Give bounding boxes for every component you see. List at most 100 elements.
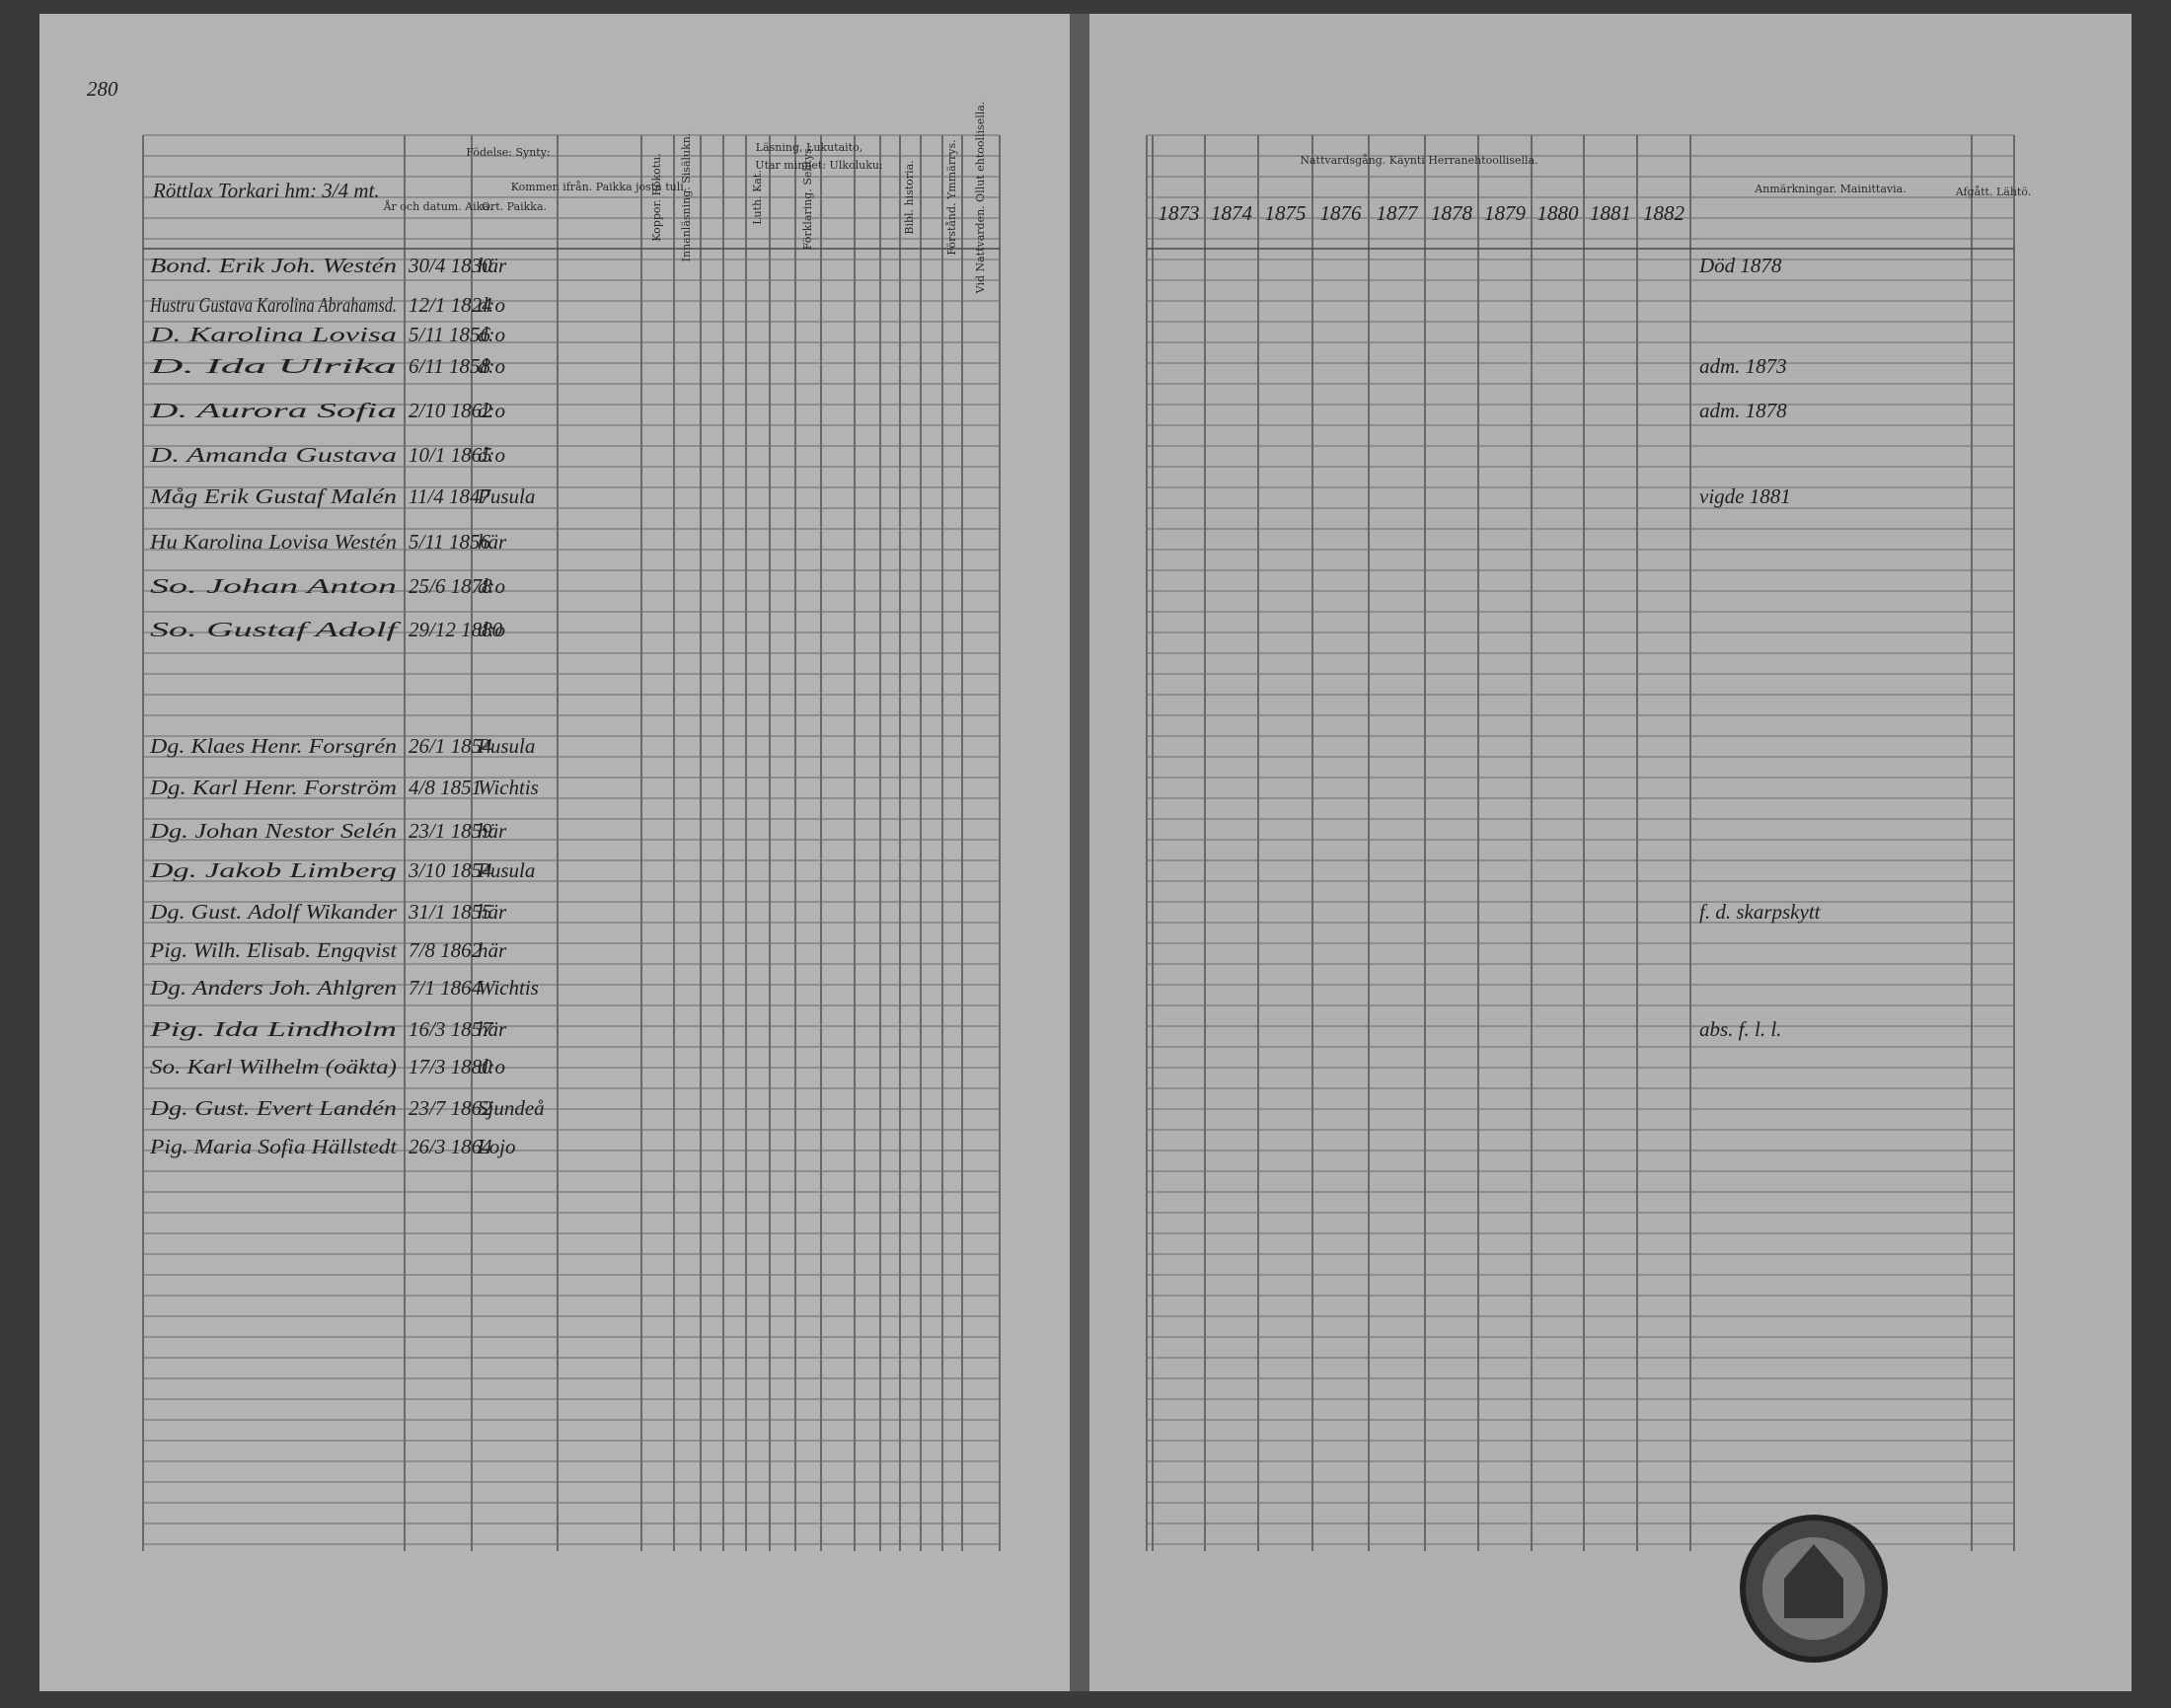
year-header: 1875 <box>1265 201 1307 225</box>
birth-place: här <box>478 530 507 554</box>
column-header: Kommen ifrån. Paikka josta tuli. <box>511 181 688 193</box>
village-name: Röttlax Torkari hm: 3/4 mt. <box>152 179 380 202</box>
birth-place: här <box>478 254 507 277</box>
birth-place: Pusula <box>477 858 535 882</box>
birth-date: 7/8 1862 <box>409 938 483 962</box>
person-name: So. Karl Wilhelm (oäkta) <box>150 1055 397 1078</box>
column-header: Utar minnet: Ulkoluku: <box>755 159 882 172</box>
person-name: Hu Karolina Lovisa Westén <box>149 530 397 554</box>
year-header: 1880 <box>1537 201 1580 225</box>
birth-place: här <box>478 1017 507 1041</box>
content: 280 Röttlax Torkari hm: 3/4 mt. Födelse: S… <box>87 77 2031 1158</box>
year-header: 1878 <box>1431 201 1473 225</box>
birth-date: 7/1 1864 <box>409 976 483 1000</box>
column-header: Innanläsning. Sisälukn. <box>680 133 693 262</box>
column-header: Ort. Paikka. <box>482 200 547 213</box>
column-header: Förklaring. Selitys. <box>801 145 814 250</box>
column-header: År och datum. Aika. <box>383 199 493 213</box>
person-name: Pig. Ida Lindholm <box>148 1017 397 1041</box>
person-name: D. Aurora Sofia <box>148 399 397 422</box>
person-name: Dg. Gust. Adolf Wikander <box>149 900 398 924</box>
birth-place: d:o <box>478 399 505 422</box>
birth-date: 5/11 1856 <box>409 323 491 346</box>
birth-date: 23/1 1859 <box>409 819 492 843</box>
birth-date: 29/12 1880 <box>409 618 503 641</box>
year-header: 1873 <box>1159 201 1200 225</box>
birth-date: 10/1 1865 <box>409 443 492 467</box>
birth-date: 2/10 1862 <box>409 399 492 422</box>
birth-date: 16/3 1857 <box>409 1017 493 1041</box>
column-header: Förstånd. Ymmärrys. <box>945 139 958 255</box>
birth-place: d:o <box>478 293 505 317</box>
year-header: 1874 <box>1211 201 1253 225</box>
person-name: Dg. Karl Henr. Forström <box>149 776 397 799</box>
person-name: Pig. Maria Sofia Hällstedt <box>149 1135 398 1158</box>
remark: vigde 1881 <box>1699 484 1791 508</box>
birth-date: 26/1 1854 <box>409 734 492 758</box>
birth-place: Wichtis <box>478 776 539 799</box>
left-page <box>39 14 1074 1691</box>
column-header: Anmärkningar. Mainittavia. <box>1754 183 1906 195</box>
birth-place: Sjundeå <box>478 1096 545 1120</box>
ruling <box>142 134 2015 1551</box>
column-header: Vid Nattvarden. Ollut ehtoollisella. <box>974 102 987 295</box>
birth-date: 4/8 1851 <box>409 776 482 799</box>
birth-date: 11/4 1847 <box>409 484 492 508</box>
column-header: Födelse: Synty: <box>466 146 550 159</box>
birth-place: d:o <box>478 618 505 641</box>
birth-date: 30/4 1830 <box>408 254 492 277</box>
person-name: Dg. Jakob Limberg <box>148 858 397 882</box>
person-name: Måg Erik Gustaf Malén <box>149 484 397 508</box>
remark: adm. 1873 <box>1699 354 1787 378</box>
person-name: Dg. Johan Nestor Selén <box>149 819 397 843</box>
year-header: 1881 <box>1590 201 1631 225</box>
remark: adm. 1878 <box>1699 399 1787 422</box>
birth-date: 31/1 1855 <box>408 900 492 924</box>
fold <box>1070 14 1089 1691</box>
stamp <box>1740 1515 1888 1663</box>
person-name: D. Karolina Lovisa <box>148 323 397 346</box>
birth-date: 23/7 1862 <box>409 1096 492 1120</box>
year-header: 1876 <box>1320 201 1363 225</box>
person-name: Dg. Klaes Henr. Forsgrén <box>149 734 397 758</box>
birth-date: 26/3 1864 <box>409 1135 492 1158</box>
birth-place: d:o <box>478 574 505 598</box>
person-name: So. Gustaf Adolf <box>150 618 403 641</box>
birth-date: 25/6 1878 <box>409 574 492 598</box>
birth-place: här <box>478 938 507 962</box>
birth-place: här <box>478 900 507 924</box>
birth-place: Wichtis <box>478 976 539 1000</box>
person-name: Pig. Wilh. Elisab. Engqvist <box>149 938 398 962</box>
birth-place: Pusula <box>477 734 535 758</box>
remark: abs. f. l. l. <box>1699 1017 1781 1041</box>
person-name: Bond. Erik Joh. Westén <box>150 254 397 277</box>
column-header: Koppor. Rokotu. <box>650 153 663 242</box>
column-header: Luth. Kat. <box>751 170 764 225</box>
birth-date: 5/11 1856 <box>409 530 491 554</box>
birth-date: 6/11 1858 <box>409 354 491 378</box>
birth-place: d:o <box>478 443 505 467</box>
column-header: Afgått. Lähtö. <box>1955 186 2032 198</box>
year-header: 1879 <box>1484 201 1527 225</box>
birth-place: d:o <box>478 323 505 346</box>
remark: f. d. skarpskytt <box>1699 900 1822 924</box>
year-header: 1877 <box>1377 201 1420 225</box>
column-header: Läsning, Lukutaito, <box>756 141 862 154</box>
remark: Död 1878 <box>1698 254 1782 277</box>
birth-date: 3/10 1854 <box>408 858 492 882</box>
person-name: D. Amanda Gustava <box>149 443 397 467</box>
person-name: Hustru Gustava Karolina Abrahamsd. <box>149 293 397 317</box>
birth-place: Pusula <box>477 484 535 508</box>
person-name: D. Ida Ulrika <box>148 354 397 378</box>
person-name: So. Johan Anton <box>150 574 397 598</box>
birth-date: 17/3 1880 <box>409 1055 492 1078</box>
person-name: Dg. Gust. Evert Landén <box>149 1096 397 1120</box>
birth-date: 12/1 1824 <box>409 293 492 317</box>
person-name: Dg. Anders Joh. Ahlgren <box>149 976 397 1000</box>
right-page <box>1086 14 2132 1691</box>
birth-place: Lojo <box>477 1135 516 1158</box>
page-number: 280 <box>87 77 118 101</box>
birth-place: d:o <box>478 354 505 378</box>
